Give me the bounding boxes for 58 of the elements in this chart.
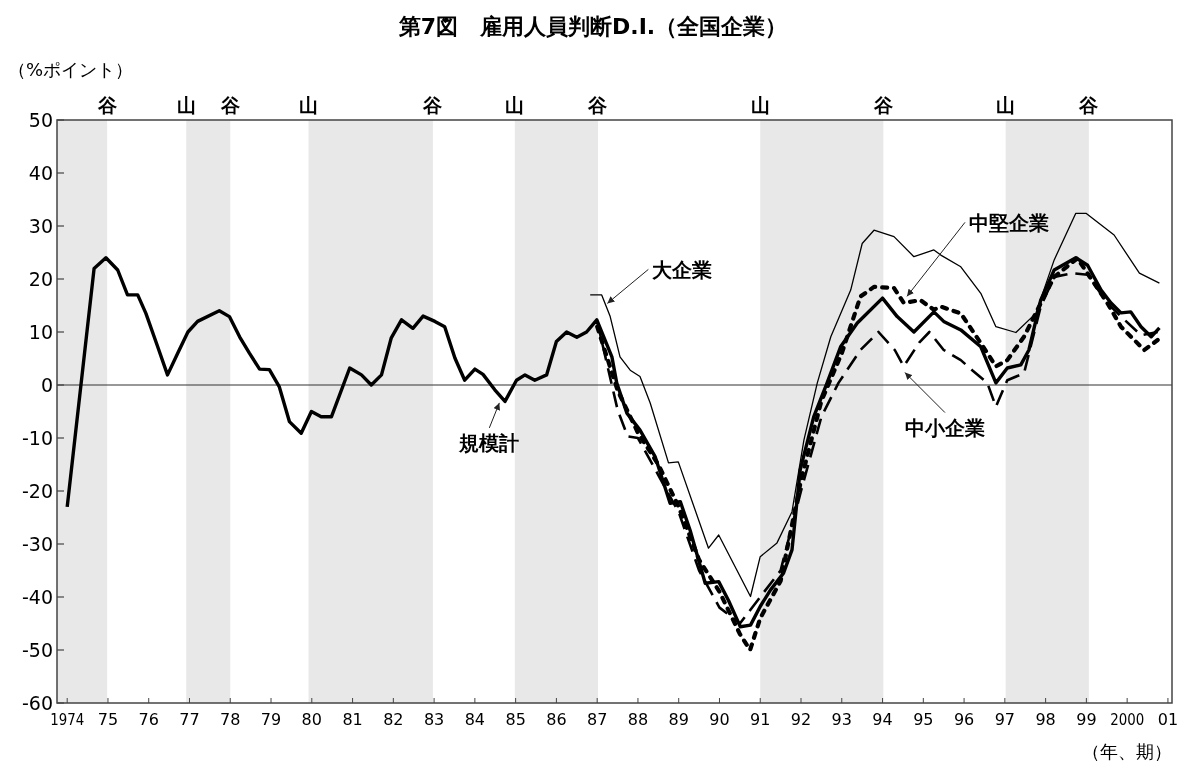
series-label: 中堅企業: [969, 211, 1050, 236]
x-tick-label: 94: [872, 710, 893, 729]
x-tick-label: 93: [831, 710, 852, 729]
x-tick-label: 85: [505, 710, 526, 729]
text: 谷: [1078, 94, 1100, 116]
text: 谷: [219, 94, 241, 116]
y-axis-title: （%ポイント）: [8, 59, 134, 80]
x-tick-label: 79: [260, 710, 282, 729]
text: 山: [996, 94, 1016, 116]
y-tick-label: 0: [40, 374, 53, 396]
x-tick-label: 76: [138, 710, 159, 729]
x-tick-label: 96: [953, 710, 975, 729]
y-tick-label: -10: [21, 427, 53, 449]
x-tick-label: 91: [750, 710, 771, 729]
x-tick-label: 81: [342, 710, 363, 729]
y-tick-label: 40: [28, 162, 53, 184]
x-tick-label: 83: [423, 710, 445, 729]
text: 山: [176, 94, 196, 116]
series-label: 中小企業: [904, 415, 985, 440]
text: 谷: [872, 94, 894, 116]
chart-title: 第7図 雇用人員判断D.I.（全国企業）: [397, 14, 788, 39]
x-tick-label: 90: [709, 710, 730, 729]
x-tick-label: 97: [994, 710, 1016, 729]
x-tick-label: 1974: [50, 710, 91, 729]
x-tick-label: 92: [790, 710, 812, 729]
x-tick-label: 2000: [1110, 710, 1151, 729]
x-tick-label: 89: [668, 710, 689, 729]
text: 山: [299, 94, 319, 116]
y-tick-label: 30: [28, 215, 53, 237]
series-label: 規模計: [458, 430, 520, 455]
y-tick-label: -20: [21, 480, 53, 502]
x-axis-title: （年、期）: [1082, 741, 1172, 762]
x-tick-label: 77: [179, 710, 200, 729]
x-tick-label: 01: [1157, 710, 1179, 729]
y-tick-label: -30: [21, 533, 53, 555]
x-tick-label: 87: [586, 710, 608, 729]
y-tick-label: -60: [21, 692, 53, 714]
x-tick-label: 80: [301, 710, 322, 729]
text: 谷: [422, 94, 444, 116]
x-tick-label: 78: [220, 710, 241, 729]
x-tick-label: 86: [546, 710, 567, 729]
x-tick-label: 88: [627, 710, 649, 729]
text: 山: [505, 94, 525, 116]
y-tick-label: -40: [21, 586, 53, 608]
text: 大企業: [652, 258, 713, 283]
y-tick-label: 10: [28, 321, 53, 343]
y-tick-label: -50: [21, 639, 53, 661]
x-tick-label: 95: [913, 710, 934, 729]
y-tick-label: 50: [28, 109, 53, 131]
x-tick-label: 75: [97, 710, 119, 729]
x-tick-label: 99: [1076, 710, 1097, 729]
text: 谷: [587, 94, 609, 116]
text: 谷: [96, 94, 118, 116]
x-tick-label: 98: [1035, 710, 1056, 729]
y-tick-label: 20: [28, 268, 53, 290]
x-tick-label: 84: [464, 710, 486, 729]
x-tick-label: 82: [383, 710, 404, 729]
text: 山: [750, 94, 770, 116]
